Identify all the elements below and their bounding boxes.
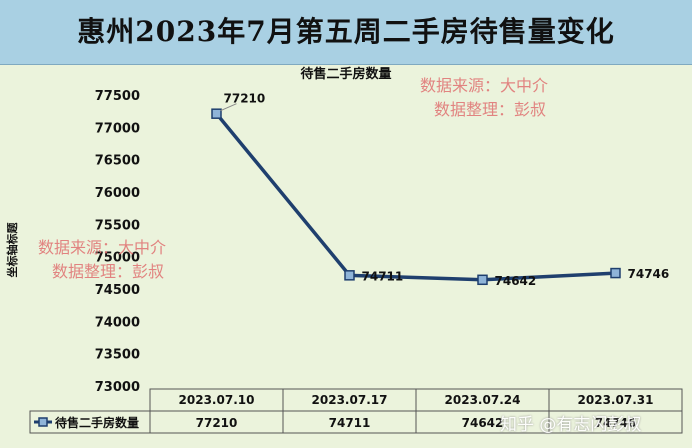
- x-tick-label: 2023.07.10: [179, 393, 255, 407]
- editor-watermark: 数据整理：彭叔: [434, 100, 547, 119]
- y-tick-label: 77000: [95, 121, 140, 136]
- y-axis-title: 坐标轴标题: [5, 222, 19, 278]
- y-tick-label: 76000: [95, 186, 140, 201]
- data-table-value: 74746: [595, 416, 637, 430]
- chart-title: 待售二手房数量: [299, 66, 391, 82]
- y-tick-label: 76500: [95, 154, 140, 169]
- legend-label: 待售二手房数量: [55, 415, 139, 430]
- legend-marker: [38, 417, 48, 427]
- y-tick-label: 73500: [95, 348, 140, 363]
- data-label-leader: [220, 103, 237, 112]
- editor-watermark-left: 数据整理：彭叔: [52, 262, 165, 281]
- y-tick-label: 74000: [95, 315, 140, 330]
- data-point: [610, 267, 621, 279]
- data-point: [477, 274, 488, 286]
- title-banner: 惠州2023年7月第五周二手房待售量变化: [0, 0, 692, 65]
- data-point: [344, 270, 355, 281]
- x-tick-label: 2023.07.31: [578, 393, 654, 407]
- data-table-value: 74642: [462, 416, 504, 430]
- source-watermark-left: 数据来源：大中介: [38, 238, 167, 257]
- x-tick-label: 2023.07.24: [445, 393, 521, 407]
- y-tick-label: 74500: [95, 283, 140, 298]
- y-tick-label: 75000: [95, 251, 140, 266]
- x-tick-label: 2023.07.17: [312, 393, 388, 407]
- y-tick-label: 73000: [95, 380, 140, 395]
- page-title: 惠州2023年7月第五周二手房待售量变化: [77, 15, 615, 48]
- series-line: [215, 112, 616, 282]
- platform-watermark: 知乎 @有志闪彭叔: [500, 415, 642, 435]
- data-table-value-row: [29, 410, 683, 434]
- y-tick-label: 77500: [95, 89, 140, 104]
- data-table-value: 74711: [329, 416, 371, 430]
- y-tick-label: 75500: [95, 218, 140, 233]
- data-label: 74746: [628, 267, 670, 281]
- data-label: 74642: [495, 274, 537, 288]
- data-point: [211, 108, 222, 119]
- data-table-value: 77210: [196, 416, 238, 430]
- data-label: 77210: [224, 92, 266, 106]
- source-watermark: 数据来源：大中介: [420, 76, 549, 95]
- data-label: 74711: [362, 269, 404, 283]
